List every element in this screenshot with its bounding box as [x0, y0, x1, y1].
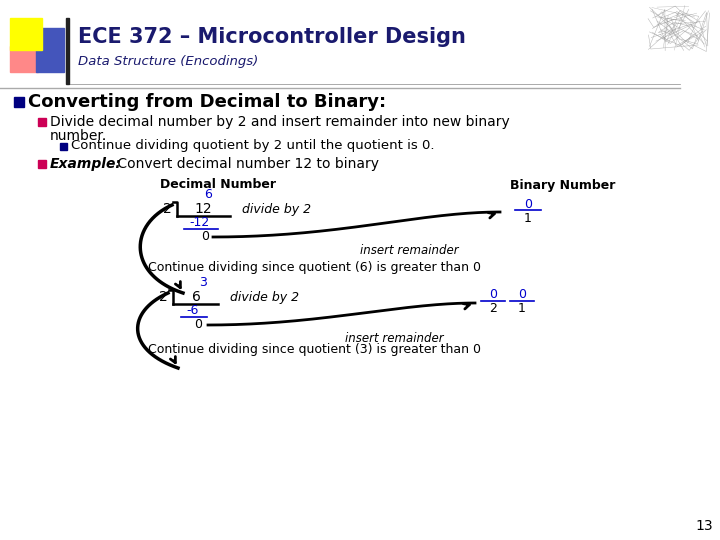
Text: 0: 0 — [201, 231, 209, 244]
Text: divide by 2: divide by 2 — [230, 291, 299, 303]
Text: 2: 2 — [163, 202, 172, 216]
Text: 0: 0 — [518, 288, 526, 301]
Text: number.: number. — [50, 129, 107, 143]
Bar — [38, 118, 46, 126]
Text: Converting from Decimal to Binary:: Converting from Decimal to Binary: — [28, 93, 386, 111]
Bar — [38, 160, 46, 168]
Text: 6: 6 — [204, 188, 212, 201]
Text: -6: -6 — [186, 305, 199, 318]
Text: Divide decimal number by 2 and insert remainder into new binary: Divide decimal number by 2 and insert re… — [50, 115, 510, 129]
Text: 1: 1 — [518, 302, 526, 315]
Bar — [10, 18, 42, 50]
Text: 2: 2 — [489, 302, 497, 315]
Bar — [66, 18, 69, 84]
Bar — [14, 97, 24, 107]
Bar — [36, 28, 64, 72]
Text: Binary Number: Binary Number — [510, 179, 616, 192]
Text: Continue dividing since quotient (6) is greater than 0: Continue dividing since quotient (6) is … — [148, 260, 481, 273]
Text: 2: 2 — [159, 290, 168, 304]
Text: Continue dividing quotient by 2 until the quotient is 0.: Continue dividing quotient by 2 until th… — [71, 139, 434, 152]
Text: insert remainder: insert remainder — [360, 244, 459, 256]
Text: Example:: Example: — [50, 157, 122, 171]
Text: 0: 0 — [194, 319, 202, 332]
Bar — [60, 143, 67, 150]
Text: ECE 372 – Microcontroller Design: ECE 372 – Microcontroller Design — [78, 27, 466, 47]
Text: Decimal Number: Decimal Number — [160, 179, 276, 192]
Text: 3: 3 — [199, 276, 207, 289]
Bar — [10, 46, 38, 72]
Text: 13: 13 — [696, 519, 713, 533]
Text: 0: 0 — [489, 288, 497, 301]
Text: Convert decimal number 12 to binary: Convert decimal number 12 to binary — [113, 157, 379, 171]
Text: 1: 1 — [524, 213, 532, 226]
Text: Data Structure (Encodings): Data Structure (Encodings) — [78, 56, 258, 69]
Text: divide by 2: divide by 2 — [242, 202, 311, 215]
Text: 6: 6 — [192, 290, 200, 304]
Text: Continue dividing since quotient (3) is greater than 0: Continue dividing since quotient (3) is … — [148, 343, 481, 356]
Text: 0: 0 — [524, 198, 532, 211]
Text: 12: 12 — [194, 202, 212, 216]
Text: insert remainder: insert remainder — [345, 332, 444, 345]
Text: -12: -12 — [190, 217, 210, 230]
